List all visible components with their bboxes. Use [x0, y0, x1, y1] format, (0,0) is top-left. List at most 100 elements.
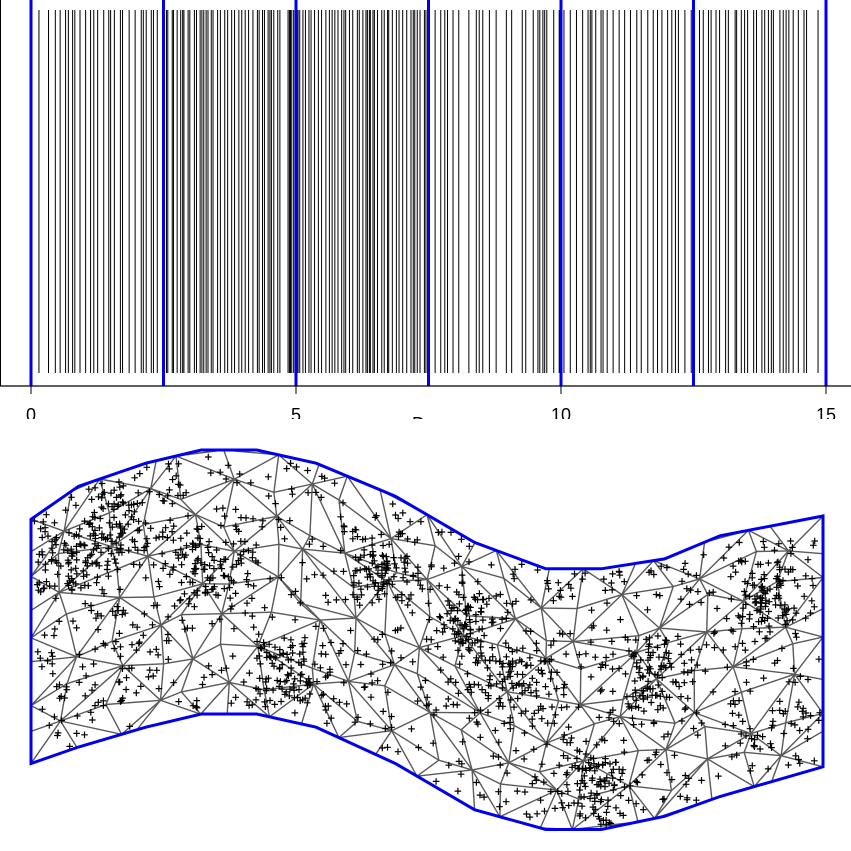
point-marker: [484, 664, 491, 672]
point-marker: [609, 706, 617, 714]
point-marker: [114, 566, 121, 573]
point-marker: [774, 614, 782, 622]
mesh-edge: [226, 682, 230, 715]
point-marker: [342, 661, 350, 668]
point-marker: [478, 604, 485, 612]
point-marker: [520, 755, 528, 763]
mesh-edge: [541, 607, 578, 610]
point-marker: [728, 595, 735, 603]
point-marker: [225, 573, 232, 581]
point-marker: [94, 626, 102, 633]
point-marker: [87, 602, 95, 609]
mesh-edge: [160, 624, 165, 664]
point-marker: [117, 643, 124, 651]
point-marker: [688, 656, 695, 664]
mesh-edge: [742, 550, 790, 602]
point-marker: [562, 650, 570, 658]
point-marker: [98, 480, 106, 487]
point-marker: [488, 619, 496, 626]
point-marker: [233, 479, 241, 486]
point-marker: [64, 547, 71, 554]
mesh-edge: [426, 514, 436, 546]
mesh-edge: [354, 617, 357, 653]
point-marker: [753, 592, 761, 600]
point-marker: [720, 646, 727, 654]
point-marker: [660, 795, 668, 803]
point-marker: [645, 569, 653, 576]
point-marker: [308, 535, 316, 543]
point-marker: [605, 779, 613, 787]
point-marker: [155, 578, 162, 585]
point-marker: [73, 549, 80, 556]
point-marker: [751, 743, 758, 750]
point-marker: [136, 638, 143, 646]
point-marker: [783, 617, 791, 624]
point-marker: [414, 577, 422, 585]
mesh-edge: [31, 720, 61, 733]
point-marker: [289, 649, 296, 657]
mesh-edge: [706, 628, 742, 633]
point-marker: [672, 678, 679, 686]
point-marker: [177, 546, 185, 554]
mesh-edge: [659, 593, 709, 629]
point-marker: [533, 777, 540, 784]
point-marker: [624, 636, 632, 644]
mesh-edge: [707, 758, 755, 788]
point-marker: [164, 631, 172, 638]
point-marker: [455, 553, 462, 560]
point-marker: [551, 720, 558, 727]
point-marker: [754, 732, 761, 739]
point-marker: [538, 715, 546, 722]
point-marker: [303, 575, 310, 583]
point-marker: [98, 494, 105, 502]
point-marker: [750, 742, 758, 749]
point-marker: [568, 734, 575, 742]
point-marker: [781, 565, 789, 573]
point-marker: [339, 499, 347, 507]
point-marker: [200, 674, 208, 681]
point-marker: [193, 703, 200, 711]
point-marker: [730, 697, 737, 704]
point-marker: [545, 585, 552, 593]
point-marker: [631, 677, 639, 685]
point-marker: [58, 717, 65, 724]
mesh-edge: [31, 530, 65, 577]
point-marker: [95, 562, 103, 570]
point-marker: [683, 585, 691, 592]
mesh-edge: [438, 759, 473, 771]
point-marker: [340, 568, 347, 575]
point-marker: [650, 571, 658, 578]
point-marker: [442, 702, 450, 710]
point-marker: [682, 704, 689, 712]
point-marker: [109, 608, 116, 615]
point-marker: [143, 535, 151, 542]
point-marker: [324, 599, 332, 606]
point-marker: [610, 786, 617, 794]
mesh-edge: [429, 712, 440, 761]
mesh-edge: [780, 722, 787, 756]
mesh-edge: [794, 673, 823, 714]
point-marker: [477, 643, 484, 651]
mesh-edge: [619, 716, 667, 751]
mesh-edge: [707, 732, 752, 760]
point-marker: [347, 627, 354, 634]
point-marker: [237, 555, 245, 563]
mesh-edge: [31, 683, 68, 707]
point-marker: [419, 585, 426, 593]
point-marker: [637, 656, 644, 664]
point-marker: [91, 484, 99, 492]
point-marker: [384, 689, 392, 696]
point-marker: [53, 534, 60, 541]
point-marker: [474, 720, 482, 728]
point-marker: [406, 518, 414, 525]
point-marker: [69, 617, 77, 625]
mesh-edge: [538, 742, 548, 773]
point-marker: [218, 565, 225, 572]
point-marker: [198, 523, 205, 530]
point-marker: [117, 698, 124, 705]
mesh-edge: [384, 633, 396, 665]
point-marker: [663, 637, 670, 644]
point-marker: [116, 533, 123, 541]
point-marker: [391, 560, 398, 568]
